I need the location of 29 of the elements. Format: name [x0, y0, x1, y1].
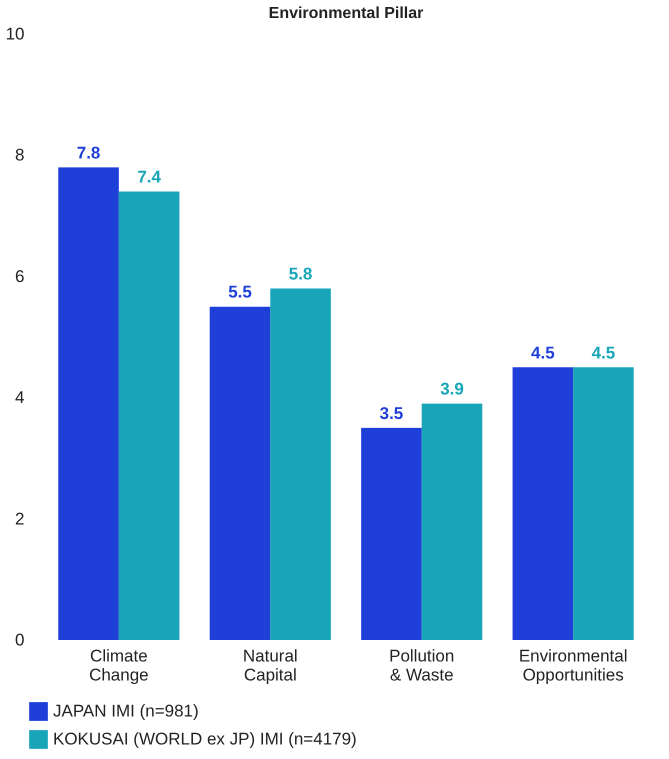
data-label: 5.5 [228, 282, 252, 302]
y-tick-label: 10 [6, 24, 24, 44]
bar [270, 288, 331, 640]
bar [118, 192, 180, 640]
chart-title: Environmental Pillar [268, 5, 424, 22]
y-tick-label: 0 [15, 630, 24, 650]
bar [422, 404, 482, 640]
x-tick-label: Natural Capital [242, 646, 298, 684]
bar [512, 367, 574, 640]
legend-label: KOKUSAI (WORLD ex JP) IMI (n=4179) [53, 730, 357, 748]
bar [361, 428, 422, 640]
data-label: 7.8 [76, 143, 100, 162]
y-tick-label: 2 [15, 509, 24, 528]
data-label: 3.5 [380, 404, 404, 423]
x-tick-label: Environmental Opportunities [518, 646, 628, 684]
bar [210, 306, 270, 640]
data-label: 4.5 [592, 343, 616, 362]
y-tick-label: 6 [15, 266, 24, 286]
y-tick-label: 4 [15, 388, 24, 408]
data-label: 4.5 [531, 343, 555, 362]
bar [573, 367, 634, 640]
x-tick-label: Pollution & Waste [389, 646, 454, 684]
bar [58, 167, 119, 640]
x-tick-label: Climate Change [89, 646, 149, 684]
data-label: 5.8 [288, 264, 312, 284]
legend-label: JAPAN IMI (n=981) [53, 702, 199, 720]
data-label: 7.4 [137, 168, 162, 187]
data-label: 3.9 [440, 380, 464, 399]
y-tick-label: 8 [15, 146, 24, 165]
